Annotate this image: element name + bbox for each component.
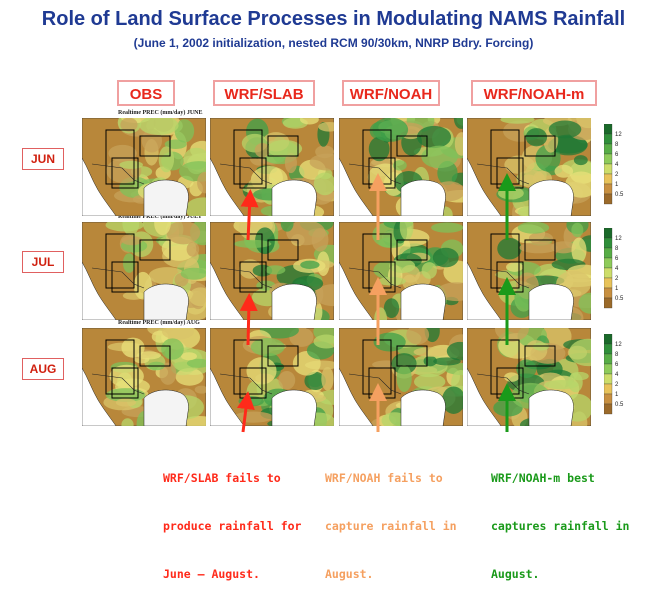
colorbar: 12 8 6 4 2 1 0.5 — [603, 333, 632, 420]
colorbar-tick-label: 2 — [615, 172, 619, 178]
precip-map-panel — [467, 328, 591, 426]
colorbar-tick-label: 1 — [615, 392, 619, 398]
slab-arrow-aug — [236, 391, 255, 433]
slide-title: Role of Land Surface Processes in Modula… — [41, 8, 626, 30]
slide-subtitle: (June 1, 2002 initialization, nested RCM… — [133, 36, 534, 50]
colorbar-tick-label: 8 — [615, 352, 619, 358]
colorbar-tick-label: 1 — [615, 286, 619, 292]
slab-arrow-jul — [239, 293, 258, 346]
colorbar-tick-label: 12 — [615, 342, 622, 348]
colorbar-tick-label: 8 — [615, 246, 619, 252]
note-slab: WRF/SLAB fails to produce rainfall for J… — [163, 438, 301, 598]
column-header-wrf-noah-m: WRF/NOAH-m — [471, 80, 597, 106]
panel-caption-june: Realtime PREC (mm/day) JUNE — [118, 110, 203, 116]
colorbar-tick-label: 0.5 — [615, 192, 624, 198]
column-header-wrf-noah: WRF/NOAH — [342, 80, 440, 106]
colorbar-tick-label: 8 — [615, 142, 619, 148]
colorbar-tick-label: 0.5 — [615, 402, 624, 408]
row-label-jun: JUN — [22, 148, 64, 170]
precip-map-panel — [210, 118, 334, 216]
colorbar: 12 8 6 4 2 1 0.5 — [603, 123, 632, 210]
precip-map-panel — [82, 328, 206, 426]
row-label-aug: AUG — [22, 358, 64, 380]
panel-caption-aug: Realtime PREC (mm/day) AUG — [118, 320, 200, 326]
colorbar-tick-label: 0.5 — [615, 296, 624, 302]
colorbar-tick-label: 6 — [615, 362, 619, 368]
arrow-layer — [236, 173, 516, 433]
panel-caption-july: Realtime PREC (mm/day) JULY — [118, 214, 202, 220]
colorbar-tick-label: 12 — [615, 132, 622, 138]
note-noah-m: WRF/NOAH-m best captures rainfall in Aug… — [491, 438, 629, 598]
precip-map-panel — [339, 328, 463, 426]
colorbar-tick-label: 6 — [615, 256, 619, 262]
note-noah-line: August. — [325, 567, 374, 581]
note-noah-line: capture rainfall in — [325, 519, 457, 533]
colorbar-tick-label: 2 — [615, 276, 619, 282]
colorbar-tick-label: 4 — [615, 162, 619, 168]
note-slab-line: June – August. — [163, 567, 260, 581]
precip-map-panel — [467, 118, 591, 216]
colorbar-tick-label: 1 — [615, 182, 619, 188]
note-noahm-line: WRF/NOAH-m best — [491, 471, 595, 485]
slab-arrow-jun — [240, 189, 259, 241]
precip-map-panel — [210, 222, 334, 320]
precip-map-panel — [467, 222, 591, 320]
note-slab-line: produce rainfall for — [163, 519, 302, 533]
precip-map-panel — [82, 118, 206, 216]
precip-map-panel — [82, 222, 206, 320]
colorbar-tick-label: 2 — [615, 382, 619, 388]
precip-map-panel — [339, 118, 463, 216]
precip-map-panel — [210, 328, 334, 426]
colorbar-tick-label: 6 — [615, 152, 619, 158]
colorbar-tick-label: 12 — [615, 236, 622, 242]
colorbar-tick-label: 4 — [615, 372, 619, 378]
column-header-wrf-slab: WRF/SLAB — [213, 80, 315, 106]
note-noah: WRF/NOAH fails to capture rainfall in Au… — [325, 438, 457, 598]
note-noah-line: WRF/NOAH fails to — [325, 471, 443, 485]
note-noahm-line: August. — [491, 567, 540, 581]
note-slab-line: WRF/SLAB fails to — [163, 471, 281, 485]
colorbar: 12 8 6 4 2 1 0.5 — [603, 227, 632, 314]
column-header-obs: OBS — [117, 80, 175, 106]
row-label-jul: JUL — [22, 251, 64, 273]
colorbar-tick-label: 4 — [615, 266, 619, 272]
precip-map-panel — [339, 222, 463, 320]
note-noahm-line: captures rainfall in — [491, 519, 630, 533]
